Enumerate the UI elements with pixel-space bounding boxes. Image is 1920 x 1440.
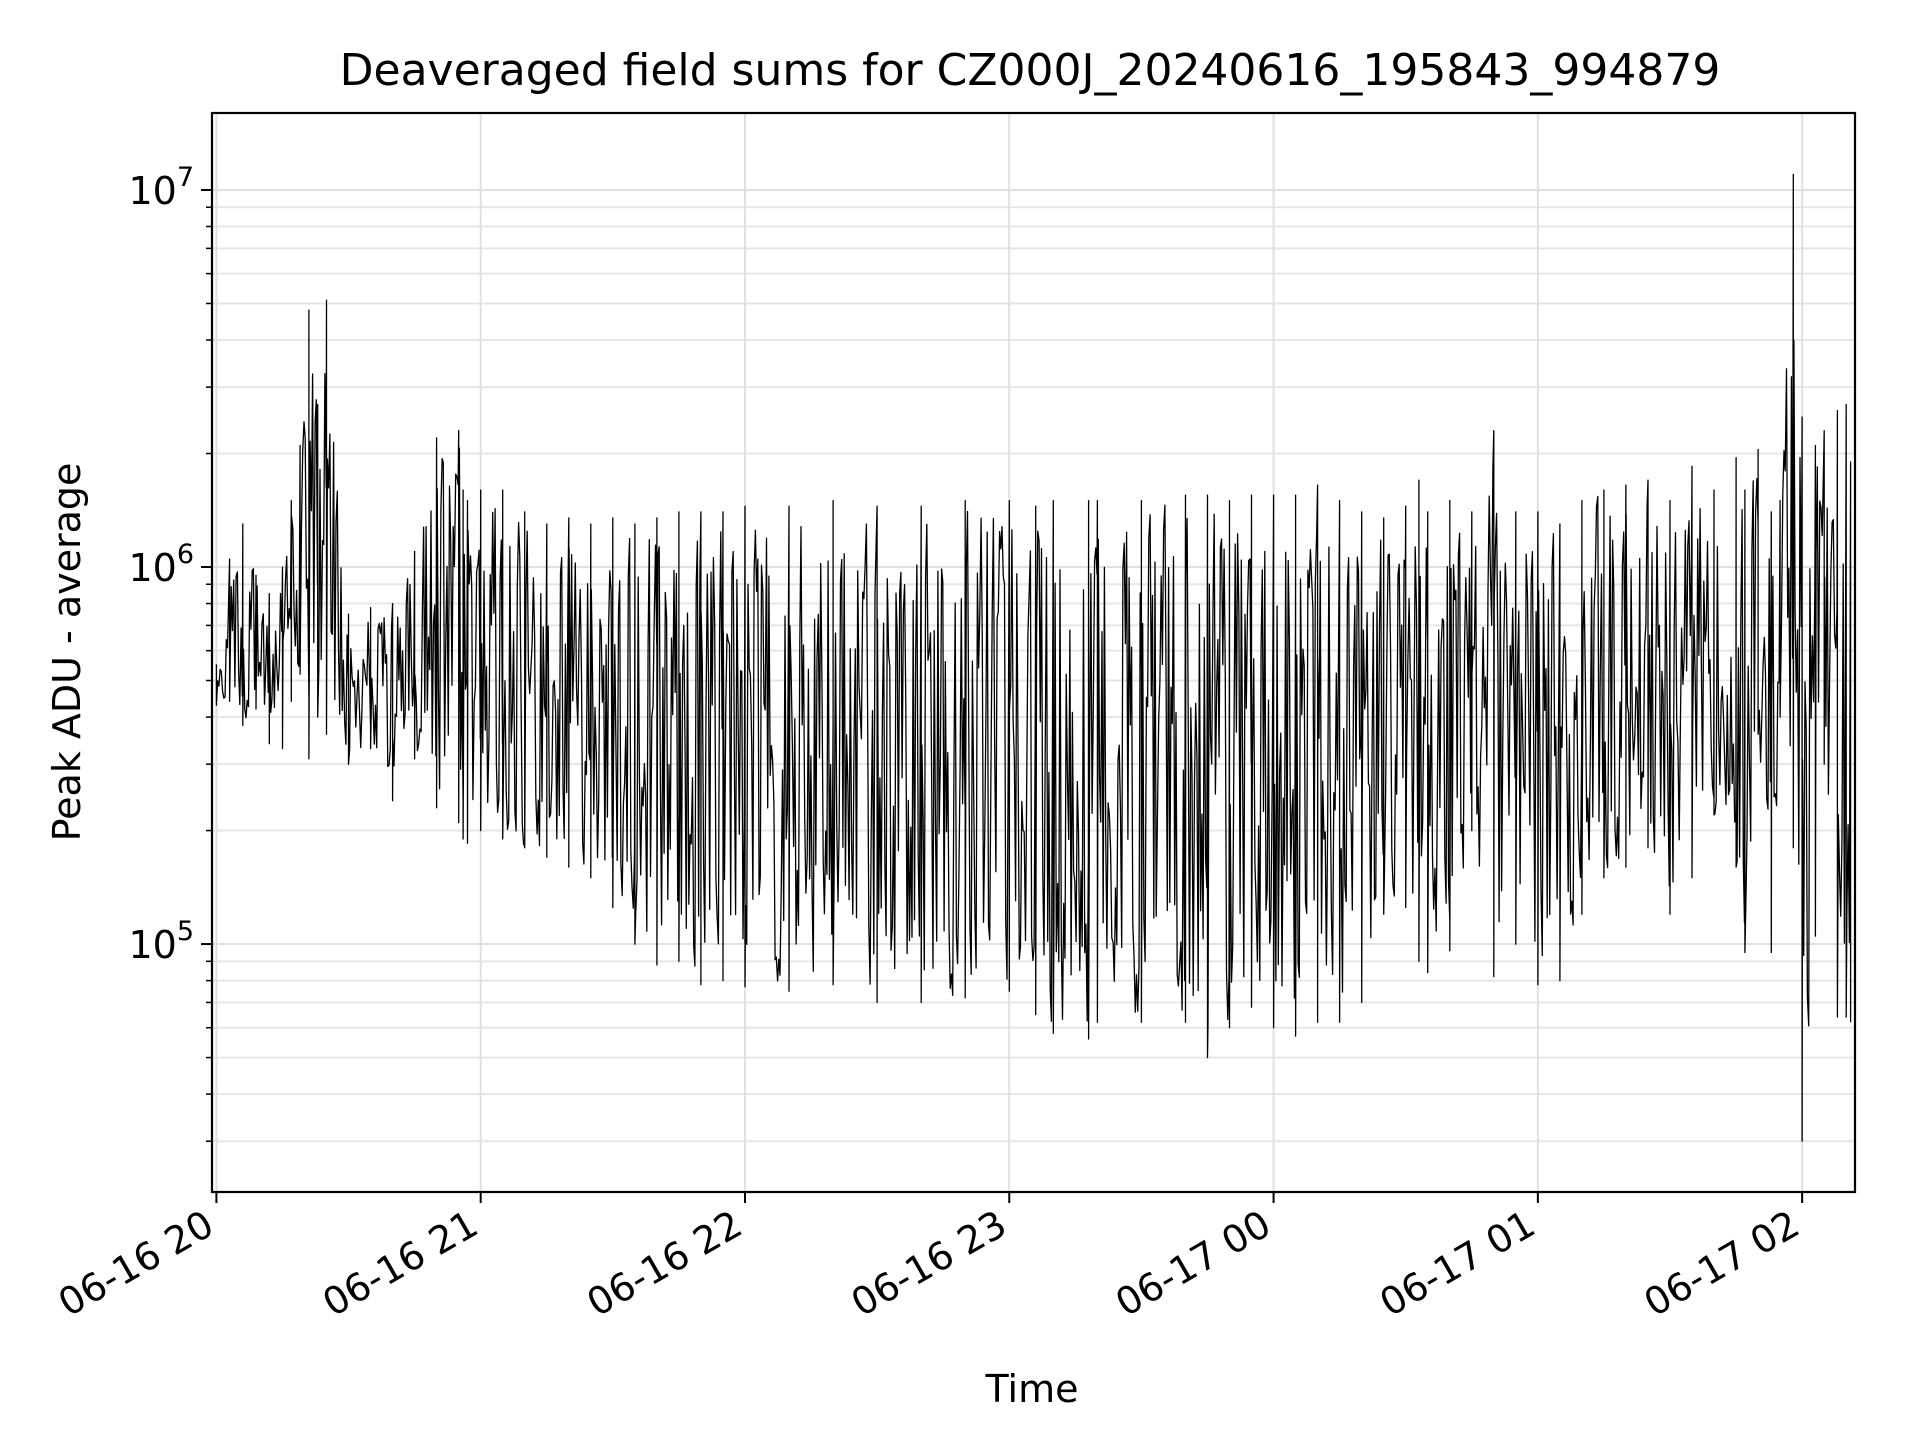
y-tick-label: 107 (128, 162, 194, 213)
chart-title: Deaveraged field sums for CZ000J_2024061… (340, 45, 1721, 96)
y-tick-label: 105 (128, 916, 194, 967)
series-line-group (215, 173, 1852, 1142)
x-axis-label: Time (985, 1367, 1079, 1411)
y-axis-ticks: 105 106 107 (128, 162, 212, 1142)
y-axis-label: Peak ADU - average (45, 463, 89, 842)
y-tick-label: 106 (128, 539, 194, 590)
plot-frame (210, 111, 1857, 1194)
series-line (215, 173, 1852, 1142)
